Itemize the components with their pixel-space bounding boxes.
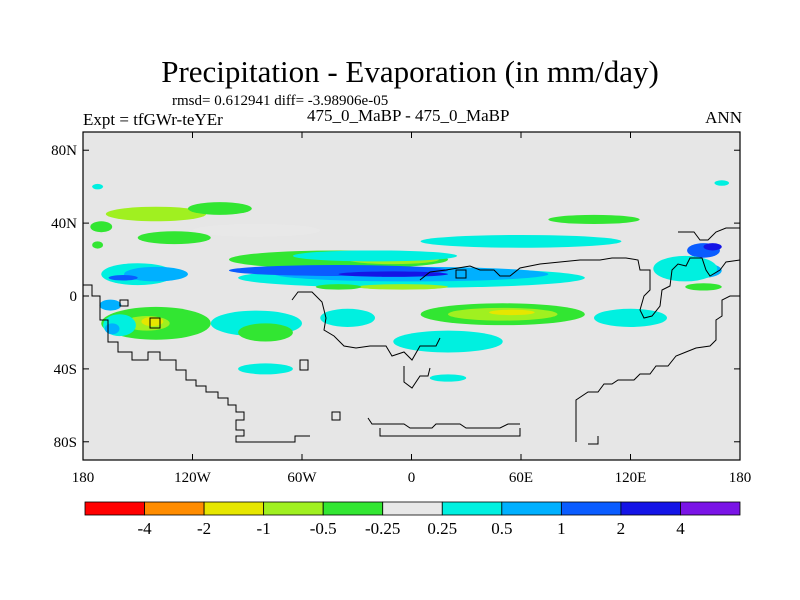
field-region — [292, 250, 458, 262]
coastline-africa — [403, 366, 431, 389]
colorbar-swatch — [203, 501, 265, 516]
colorbar-label: -2 — [197, 519, 211, 538]
x-tick-label: 180 — [72, 470, 95, 486]
coastline-south-america — [291, 291, 441, 361]
coastline-small-island-1 — [149, 317, 161, 329]
y-tick-label: 40N — [51, 216, 77, 232]
y-tick-label: 40S — [54, 362, 77, 378]
field-region — [714, 180, 730, 186]
field-region — [685, 283, 722, 291]
field-region — [238, 323, 293, 342]
field-region — [238, 363, 293, 375]
field-region — [393, 330, 503, 353]
colorbar-swatch — [322, 501, 384, 516]
field-region — [356, 284, 448, 290]
field-region — [92, 183, 104, 190]
coastline-small-island-2 — [119, 299, 129, 307]
x-tick-label: 120E — [615, 470, 647, 486]
field-region — [703, 243, 722, 251]
y-tick-label: 0 — [70, 289, 78, 305]
field-region — [137, 231, 211, 245]
field-region — [187, 202, 252, 215]
colorbar-label: 1 — [557, 519, 566, 538]
y-tick-label: 80S — [54, 435, 77, 451]
field-region — [124, 266, 188, 282]
coastline-small-island-3 — [331, 411, 341, 421]
field-region — [548, 214, 640, 225]
colorbar-swatch — [441, 501, 503, 516]
field-region — [92, 241, 104, 249]
field-region — [429, 374, 467, 382]
colorbar-swatch — [560, 501, 622, 516]
y-tick-label: 80N — [51, 143, 77, 159]
colorbar-label: 0.25 — [427, 519, 457, 538]
field-region — [99, 299, 122, 311]
colorbar-label: 2 — [617, 519, 626, 538]
field-region — [594, 308, 667, 327]
colorbar-swatch — [501, 501, 562, 516]
coastline-small-island-4 — [588, 436, 599, 445]
colorbar-label: -0.25 — [365, 519, 400, 538]
coastline-eurasia — [419, 257, 740, 319]
colorbar-swatch — [680, 501, 741, 516]
experiment-label: Expt = tfGWr-teYEr — [83, 110, 223, 129]
x-tick-label: 0 — [408, 470, 416, 486]
coastline-antarctica — [367, 417, 521, 437]
chart-title: Precipitation - Evaporation (in mm/day) — [161, 54, 659, 89]
colorbar-swatch — [84, 501, 145, 516]
coastline-australia — [575, 295, 740, 442]
colorbar-label: 4 — [676, 519, 685, 538]
season-label: ANN — [705, 108, 742, 127]
field-region — [315, 284, 362, 290]
colorbar-label: 0.5 — [491, 519, 512, 538]
colorbar-swatch — [263, 501, 324, 516]
field-region — [104, 323, 120, 335]
field-region — [338, 271, 448, 277]
colorbar-swatch — [620, 501, 681, 516]
field-region — [192, 224, 321, 237]
field-region — [108, 275, 138, 281]
case-label: 475_0_MaBP - 475_0_MaBP — [307, 106, 510, 125]
field-region — [320, 308, 375, 327]
field-region — [141, 316, 164, 327]
coastline-small-island-5 — [299, 359, 309, 371]
colorbar-label: -0.5 — [310, 519, 337, 538]
coastline-north-america — [83, 284, 310, 443]
colorbar-label: -4 — [137, 519, 152, 538]
field-region — [90, 221, 113, 233]
x-tick-label: 120W — [174, 470, 212, 486]
coastline-small-island-6 — [455, 269, 467, 279]
field-region — [105, 206, 207, 222]
field-region — [420, 234, 622, 248]
colorbar-swatch — [382, 501, 443, 516]
stats-text: rmsd= 0.612941 diff= -3.98906e-05 — [172, 93, 389, 109]
x-tick-label: 180 — [729, 470, 752, 486]
plot-background — [83, 132, 740, 460]
field-region — [489, 309, 535, 316]
colorbar-swatch — [144, 501, 205, 516]
x-tick-label: 60W — [287, 470, 317, 486]
coastline-north-landmass — [678, 227, 740, 241]
field-region — [653, 255, 718, 282]
x-tick-label: 60E — [509, 470, 533, 486]
colorbar-label: -1 — [257, 519, 271, 538]
